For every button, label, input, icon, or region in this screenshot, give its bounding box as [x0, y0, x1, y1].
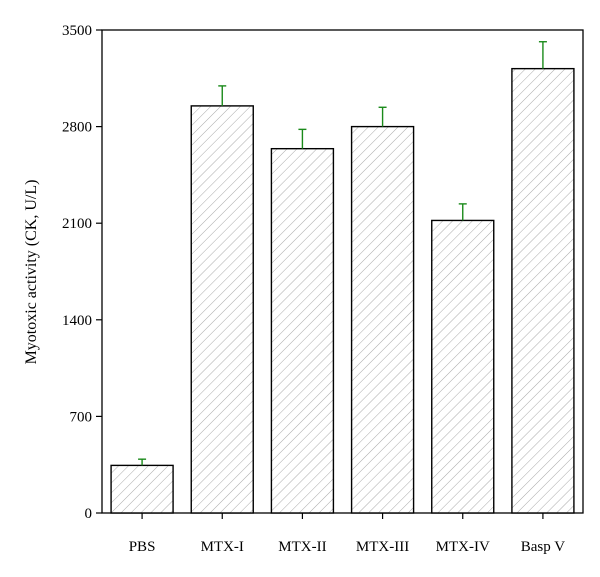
x-tick-label: Basp V [521, 539, 565, 555]
plot-area: 0 700 1400 2100 2800 3500 PBS MTX-I MTX-II MTX-II… [62, 23, 584, 555]
bar [110, 464, 174, 514]
bar [190, 105, 254, 514]
y-tick-label: 2100 [62, 216, 92, 232]
x-tick-label: MTX-III [356, 539, 409, 555]
bar [431, 219, 495, 514]
x-tick-label: MTX-IV [436, 539, 490, 555]
y-tick-label: 1400 [62, 313, 92, 329]
bar [270, 147, 335, 514]
x-tick-label: MTX-II [278, 539, 326, 555]
y-tick-label: 3500 [62, 23, 92, 39]
y-tick-label: 0 [85, 506, 93, 522]
x-tick-label: PBS [129, 539, 156, 555]
y-tick-label: 700 [70, 409, 93, 425]
plot-frame [101, 29, 584, 514]
bar [350, 125, 415, 514]
y-tick-label: 2800 [62, 120, 92, 136]
bar [511, 67, 575, 514]
x-tick-label: MTX-I [201, 539, 244, 555]
y-axis-label: Myotoxic activity (CK, U/L) [23, 180, 40, 365]
